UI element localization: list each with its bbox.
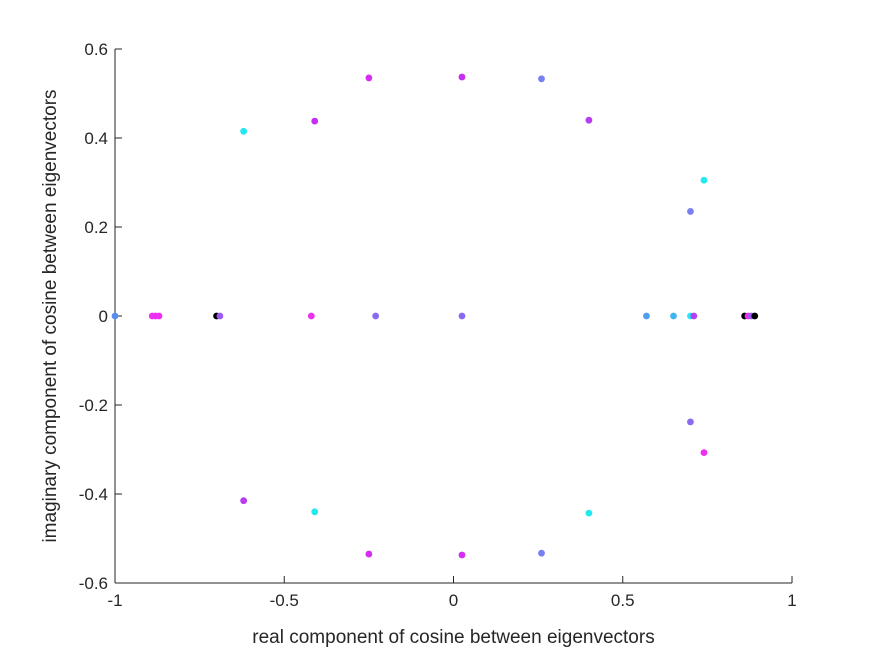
y-tick-label: 0.2 (84, 218, 108, 237)
data-point (700, 449, 708, 457)
data-point (643, 312, 650, 320)
data-point (538, 75, 545, 83)
x-tick-label: 0 (449, 591, 458, 610)
x-tick-label: 1 (787, 591, 796, 610)
data-point (687, 208, 694, 215)
data-point (751, 312, 759, 320)
x-tick-label: -1 (107, 591, 122, 610)
data-point (458, 551, 466, 559)
data-point (585, 509, 593, 517)
y-tick-label: 0.4 (84, 129, 108, 148)
data-point (311, 508, 319, 516)
data-point (240, 497, 248, 505)
data-point (458, 73, 466, 81)
x-tick-label: -0.5 (270, 591, 299, 610)
data-point (111, 312, 119, 320)
data-point (365, 550, 373, 558)
data-point (687, 418, 694, 426)
y-tick-label: 0 (99, 307, 108, 326)
data-point (670, 312, 677, 320)
data-point (538, 549, 545, 557)
data-point (700, 176, 708, 184)
data-point (585, 116, 593, 124)
y-tick-label: -0.6 (79, 574, 108, 593)
data-points (111, 73, 759, 559)
y-tick-label: -0.2 (79, 396, 108, 415)
data-point (458, 312, 466, 320)
axes: -1 -0.5 0 0.5 1 -0.6 -0.4 -0.2 0 0.2 0.4 0.6 (79, 40, 797, 610)
y-tick-label: -0.4 (79, 485, 108, 504)
x-tick-label: 0.5 (611, 591, 635, 610)
data-point (240, 127, 248, 135)
data-point (216, 312, 224, 320)
data-point (372, 312, 380, 320)
data-point (311, 117, 319, 125)
x-axis-label: real component of cosine between eigenve… (252, 627, 654, 648)
data-point (307, 312, 315, 320)
data-point (690, 312, 698, 320)
y-tick-label: 0.6 (84, 40, 108, 59)
y-axis-label: imaginary component of cosine between ei… (40, 89, 61, 542)
data-point (365, 74, 373, 82)
data-point (155, 312, 163, 320)
